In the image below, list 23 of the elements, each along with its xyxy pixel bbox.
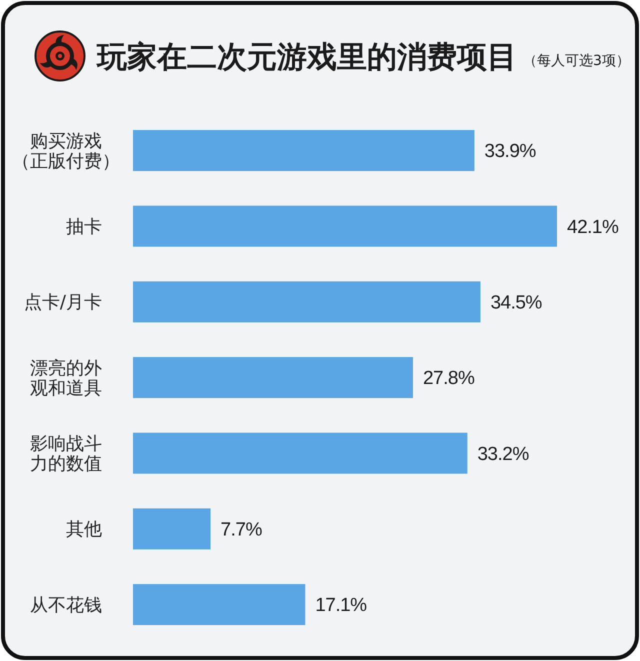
y-tick-label: 从不花钱 — [30, 594, 102, 616]
data-label: 27.8% — [422, 368, 475, 390]
data-label: 17.1% — [315, 595, 368, 616]
y-tick-label: 购买游戏（正版付费） — [12, 130, 120, 172]
chart-subtitle: （每人可选3项） — [523, 53, 630, 69]
y-tick-label: 影响战斗力的数值 — [30, 434, 102, 475]
y-tick-label: 其他 — [66, 519, 102, 540]
data-label: 34.5% — [490, 292, 542, 314]
bar — [133, 584, 306, 626]
data-label: 33.2% — [477, 444, 530, 465]
bar — [133, 432, 468, 474]
bar — [133, 357, 413, 398]
chart-title: 玩家在二次元游戏里的消费项目 — [96, 40, 517, 75]
y-tick-label: 漂亮的外观和道具 — [30, 358, 102, 399]
bar — [133, 130, 474, 172]
y-tick-label: 抽卡 — [66, 216, 102, 238]
y-tick-label: 点卡/月卡 — [24, 292, 102, 314]
bar — [133, 281, 480, 322]
data-label: 33.9% — [484, 141, 536, 162]
data-label: 7.7% — [220, 520, 262, 541]
bar — [133, 206, 557, 247]
bar — [133, 508, 211, 550]
data-label: 42.1% — [567, 216, 619, 238]
